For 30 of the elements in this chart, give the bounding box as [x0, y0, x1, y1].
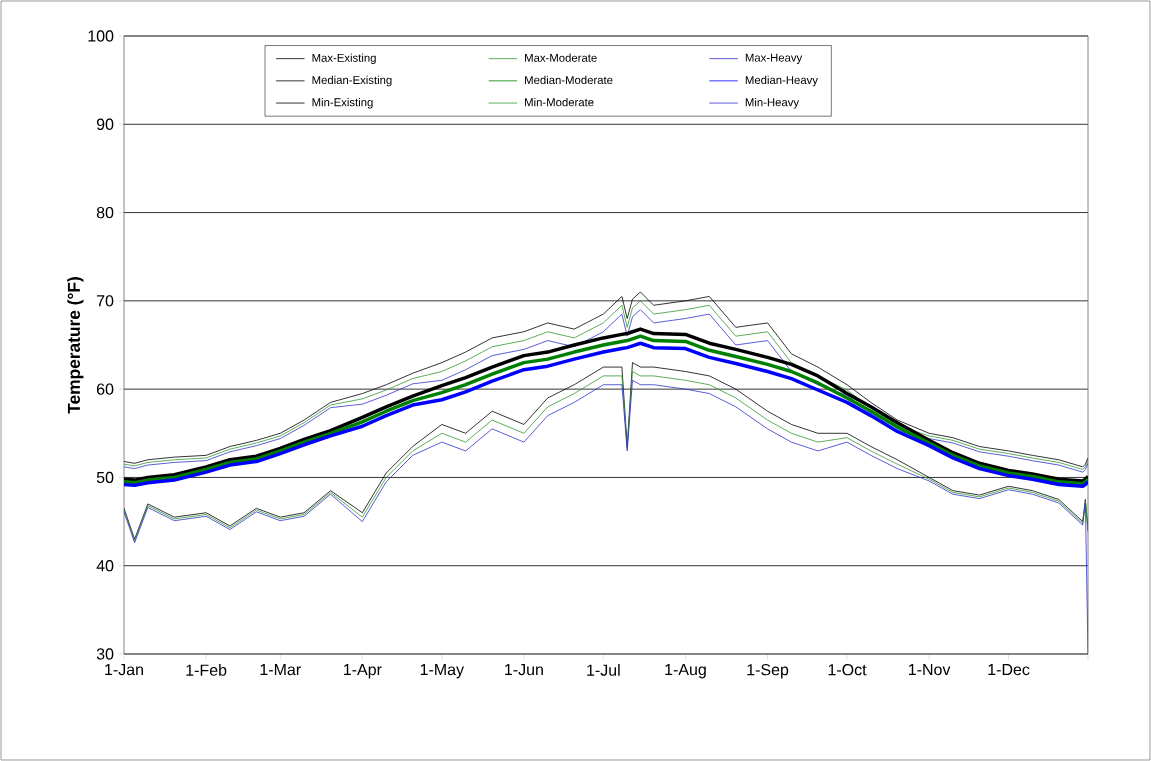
legend-label: Median-Heavy [745, 75, 818, 87]
legend-label: Min-Heavy [745, 97, 800, 109]
x-tick-label: 1-Aug [665, 664, 706, 679]
y-tick-label: 70 [96, 295, 114, 307]
y-tick-label: 80 [96, 206, 114, 219]
x-tick-label: 1-Sep [747, 664, 789, 679]
legend-label: Median-Existing [312, 75, 392, 87]
x-tick-label: 1-Dec [988, 664, 1030, 676]
x-tick-label: 1-Nov [908, 664, 951, 676]
y-tick-label: 90 [96, 118, 114, 130]
x-tick-label: 1-Mar [260, 664, 301, 676]
legend-label: Min-Moderate [525, 97, 594, 107]
x-tick-label: 1-Jun [505, 664, 543, 676]
legend-label: Median-Moderate [525, 75, 613, 85]
y-tick-label: 60 [96, 383, 114, 395]
y-tick-label: 30 [96, 648, 114, 660]
y-tick-label: 40 [96, 560, 114, 572]
y-tick-label: 50 [96, 471, 114, 484]
x-tick-label: 1-Feb [186, 664, 227, 676]
legend-label: Min-Existing [312, 97, 373, 109]
x-tick-label: 1-May [420, 664, 464, 679]
y-axis-title: Temperature (°F) [67, 277, 84, 414]
y-tick-label: 100 [88, 30, 114, 42]
legend-label: Max-Moderate [525, 53, 597, 62]
x-tick-label: 1-Jul [587, 664, 620, 676]
x-tick-label: 1-Oct [828, 664, 867, 676]
legend-label: Max-Existing [312, 53, 376, 65]
x-tick-label: 1-Jan [105, 664, 143, 676]
legend-label: Max-Heavy [745, 53, 803, 64]
x-tick-label: 1-Apr [344, 664, 382, 679]
